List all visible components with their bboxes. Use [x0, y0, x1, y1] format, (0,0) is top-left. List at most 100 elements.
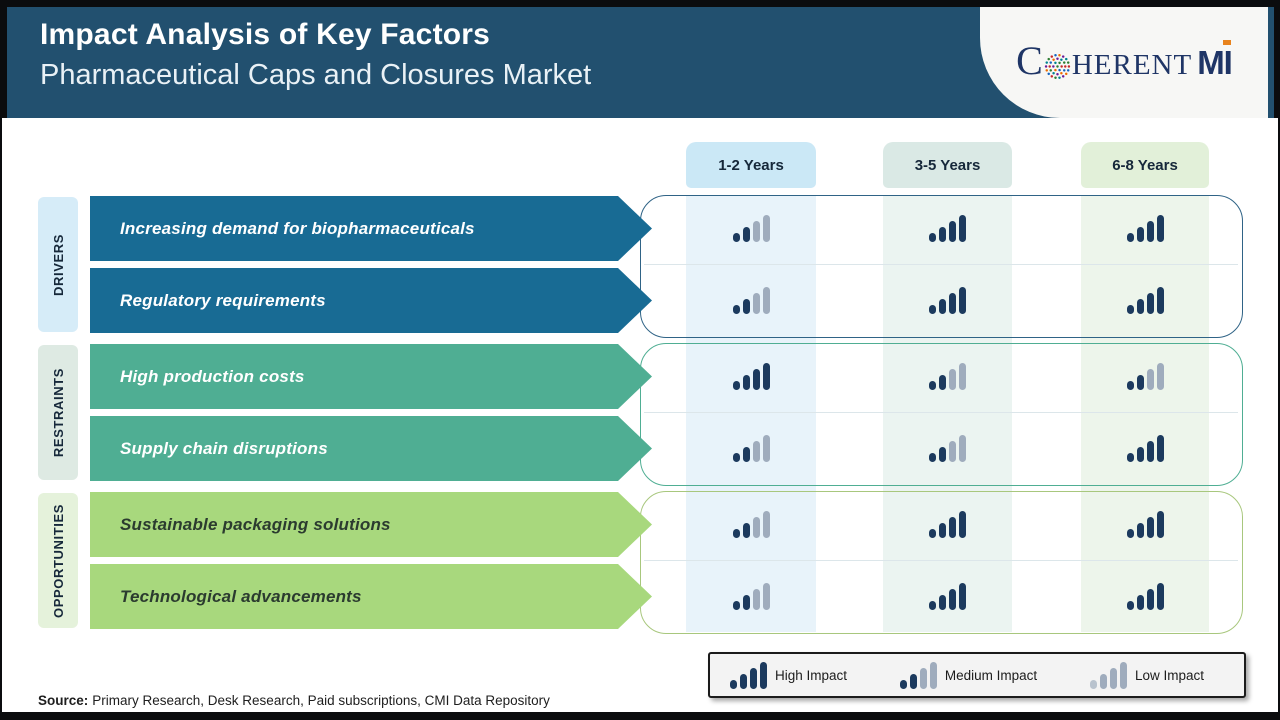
signal-bar [1126, 381, 1134, 390]
legend-item-high-impact: High Impact [730, 661, 848, 689]
impact-cell [929, 287, 966, 314]
legend-label: High Impact [775, 667, 848, 683]
impact-cell [1126, 511, 1164, 538]
factor-label: Technological advancements [120, 586, 362, 606]
signal-bar [1156, 215, 1164, 242]
impact-legend: High Impact Medium Impact Low Impact [708, 652, 1246, 698]
signal-bar [939, 227, 946, 242]
logo-letter-c: C [1016, 38, 1043, 83]
signal-bar [742, 375, 750, 390]
signal-bar [929, 381, 936, 390]
signal-bar [1089, 679, 1097, 689]
signal-bar [1146, 293, 1154, 314]
impact-cell [929, 215, 966, 242]
header: Impact Analysis of Key Factors Pharmaceu… [7, 7, 1274, 118]
column-header-6-8-years: 6-8 Years [1081, 142, 1209, 188]
signal-bar [939, 523, 946, 538]
column-header-1-2-years: 1-2 Years [686, 142, 816, 188]
signal-bar [949, 293, 956, 314]
impact-high-icon [929, 215, 966, 242]
signal-bar [959, 511, 966, 538]
impact-cell [1126, 583, 1164, 610]
column-band-1 [686, 196, 816, 632]
impact-high-icon [929, 287, 966, 314]
impact-cell [929, 511, 966, 538]
legend-item-medium-impact: Medium Impact [899, 661, 1038, 689]
right-frame [1278, 118, 1280, 712]
column-header-label: 6-8 Years [1112, 156, 1178, 174]
signal-bar [732, 601, 740, 610]
column-header-label: 1-2 Years [718, 156, 784, 174]
signal-bar [909, 673, 917, 689]
signal-bar [959, 287, 966, 314]
factor-arrow-technological-advancements: Technological advancements [90, 564, 652, 629]
signal-bar [1136, 227, 1144, 242]
impact-cell [732, 435, 770, 462]
logo-letters-mi: MI [1197, 40, 1233, 81]
impact-cell [1126, 215, 1164, 242]
source-label: Source: [38, 693, 89, 708]
impact-medium-icon [929, 363, 966, 390]
signal-bar [959, 435, 966, 462]
signal-bar [939, 447, 946, 462]
signal-bar [742, 227, 750, 242]
impact-cell [929, 583, 966, 610]
signal-bar [740, 673, 747, 689]
group-outline-restraints [640, 343, 1243, 486]
column-band-3 [1081, 196, 1209, 632]
signal-bar [1136, 595, 1144, 610]
impact-high-icon [732, 363, 770, 390]
signal-bar [732, 453, 740, 462]
row-separator [644, 412, 1238, 413]
impact-cell [732, 511, 770, 538]
signal-bar [732, 381, 740, 390]
factor-label: Regulatory requirements [120, 290, 326, 310]
signal-bar [1126, 453, 1134, 462]
signal-bar [1156, 511, 1164, 538]
impact-cell [929, 363, 966, 390]
row-separator [644, 560, 1238, 561]
signal-bar [1126, 233, 1134, 242]
impact-cell [1126, 435, 1164, 462]
row-separator [644, 264, 1238, 265]
impact-medium-icon [732, 287, 770, 314]
impact-cell [929, 435, 966, 462]
factor-label: Increasing demand for biopharmaceuticals [120, 218, 475, 238]
category-label-drivers: DRIVERS [38, 197, 78, 332]
impact-high-icon [730, 661, 767, 689]
signal-bar [959, 583, 966, 610]
signal-bar [1146, 517, 1154, 538]
source-text: Primary Research, Desk Research, Paid su… [92, 693, 550, 708]
signal-bar [929, 601, 936, 610]
impact-high-icon [1126, 583, 1164, 610]
page-subtitle: Pharmaceutical Caps and Closures Market [40, 59, 592, 91]
signal-bar [1156, 583, 1164, 610]
legend-label: Medium Impact [944, 667, 1038, 683]
factor-arrow-supply-chain-disruptions: Supply chain disruptions [90, 416, 652, 481]
signal-bar [732, 305, 740, 314]
impact-cell [1126, 287, 1164, 314]
bottom-frame [0, 712, 1280, 720]
category-label-text: OPPORTUNITIES [50, 503, 66, 618]
signal-bar [742, 595, 750, 610]
impact-medium-icon [732, 215, 770, 242]
signal-bar [899, 679, 907, 689]
signal-bar [742, 299, 750, 314]
legend-label: Low Impact [1134, 667, 1204, 683]
impact-high-icon [1126, 287, 1164, 314]
factor-label: Sustainable packaging solutions [120, 514, 391, 534]
impact-high-icon [929, 583, 966, 610]
impact-cell [732, 215, 770, 242]
signal-bar [1119, 661, 1127, 689]
signal-bar [1146, 589, 1154, 610]
signal-bar [949, 221, 956, 242]
logo-letters-herent: HERENT [1071, 49, 1193, 81]
signal-bar [1156, 363, 1164, 390]
signal-bar [1146, 221, 1154, 242]
signal-bar [1146, 441, 1154, 462]
signal-bar [949, 369, 956, 390]
signal-bar [752, 441, 760, 462]
signal-bar [939, 299, 946, 314]
impact-medium-icon [732, 435, 770, 462]
